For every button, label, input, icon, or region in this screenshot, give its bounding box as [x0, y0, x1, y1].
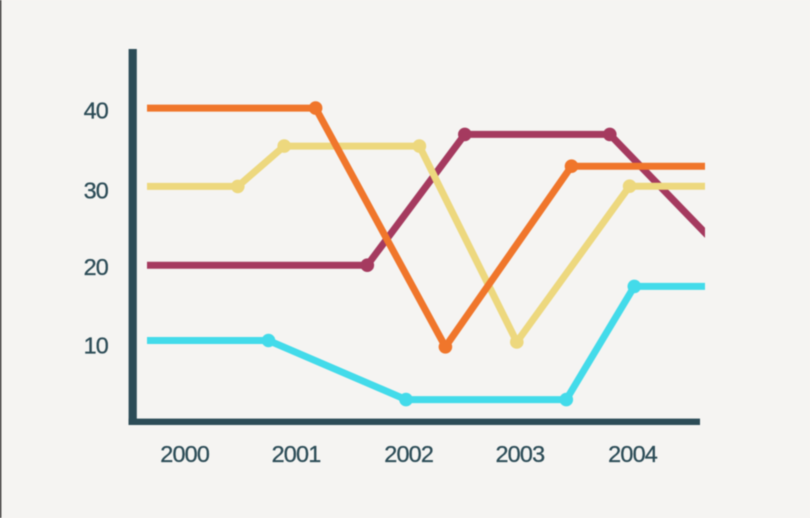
svg-text:2002: 2002 — [384, 441, 433, 467]
svg-text:2003: 2003 — [495, 441, 544, 467]
svg-text:10: 10 — [84, 332, 109, 358]
svg-text:30: 30 — [84, 178, 109, 204]
svg-text:2001: 2001 — [272, 441, 321, 467]
svg-text:2004: 2004 — [608, 441, 658, 467]
svg-text:2000: 2000 — [160, 441, 210, 467]
svg-text:40: 40 — [84, 97, 109, 123]
svg-text:20: 20 — [84, 254, 109, 280]
